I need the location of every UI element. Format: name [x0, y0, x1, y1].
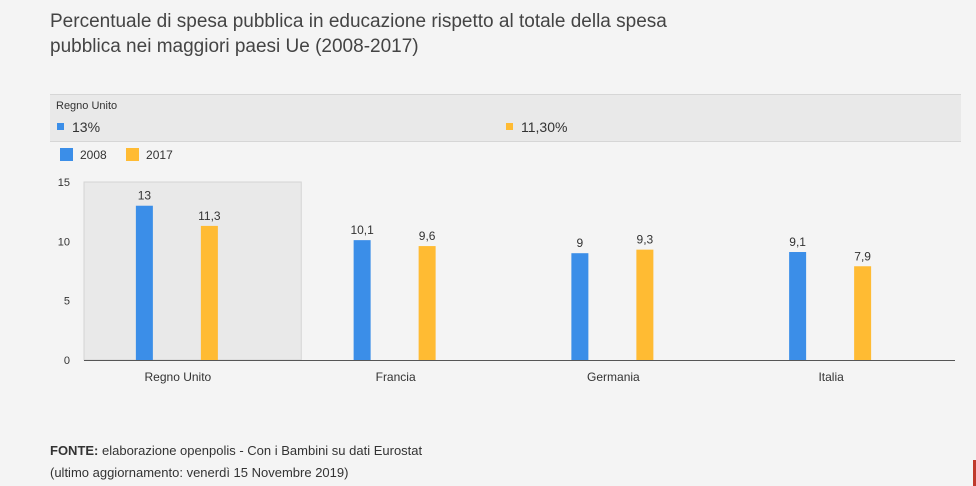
legend-label-2017: 2017 — [146, 148, 173, 162]
bar-2008 — [789, 252, 807, 360]
bar-2008 — [571, 253, 589, 360]
legend-item-2008[interactable]: 2008 — [60, 148, 107, 162]
y-tick-label: 10 — [58, 236, 70, 248]
data-label: 9,3 — [637, 233, 654, 247]
data-label: 10,1 — [350, 223, 374, 237]
data-label: 13 — [138, 189, 152, 203]
chart-legend: 2008 2017 — [60, 148, 189, 162]
bar-2017 — [418, 246, 436, 360]
data-label: 9,1 — [789, 235, 806, 249]
legend-swatch-icon — [60, 148, 73, 161]
y-tick-label: 15 — [58, 177, 70, 189]
tooltip-value-2017-text: 11,30% — [521, 119, 568, 135]
update-line: (ultimo aggiornamento: venerdì 15 Novemb… — [50, 465, 349, 480]
tooltip-value-2017: 11,30% — [506, 119, 567, 135]
data-label: 9,6 — [419, 229, 436, 243]
x-tick-label: Germania — [587, 370, 640, 384]
x-tick-label: Regno Unito — [145, 370, 212, 384]
chart-title: Percentuale di spesa pubblica in educazi… — [50, 11, 667, 57]
source-label: FONTE: — [50, 443, 99, 458]
y-tick-label: 5 — [64, 296, 70, 308]
legend-label-2008: 2008 — [80, 148, 107, 162]
y-tick-label: 0 — [64, 355, 70, 367]
corner-marker — [973, 460, 976, 486]
tooltip-value-2008-text: 13% — [72, 119, 101, 135]
bar-2017 — [636, 249, 654, 360]
bar-2008 — [135, 205, 153, 360]
source-text: elaborazione openpolis - Con i Bambini s… — [98, 443, 423, 458]
legend-swatch-icon — [126, 148, 140, 161]
data-label: 9 — [577, 236, 584, 250]
legend-swatch-2017-icon — [506, 123, 513, 130]
bar-chart: 0 5 10 15 13 11,3 Regno Unito 10,1 9,6 Francia 9 9,… — [58, 177, 955, 384]
bar-2017 — [200, 225, 218, 360]
source-line: FONTE: elaborazione openpolis - Con i Ba… — [50, 440, 422, 462]
data-label: 11,3 — [198, 209, 221, 223]
x-tick-label: Italia — [818, 370, 844, 384]
x-tick-label: Francia — [376, 370, 416, 384]
data-label: 7,9 — [854, 249, 871, 263]
tooltip-panel: Regno Unito 13% 11,30% — [50, 94, 961, 142]
tooltip-value-2008: 13% — [57, 119, 100, 135]
legend-swatch-2008-icon — [57, 123, 64, 130]
tooltip-category: Regno Unito — [56, 100, 118, 112]
bar-2008 — [353, 240, 371, 360]
bar-2017 — [854, 266, 872, 360]
footer: FONTE: elaborazione openpolis - Con i Ba… — [50, 440, 422, 484]
highlight-band — [83, 181, 302, 361]
legend-item-2017[interactable]: 2017 — [126, 148, 173, 162]
